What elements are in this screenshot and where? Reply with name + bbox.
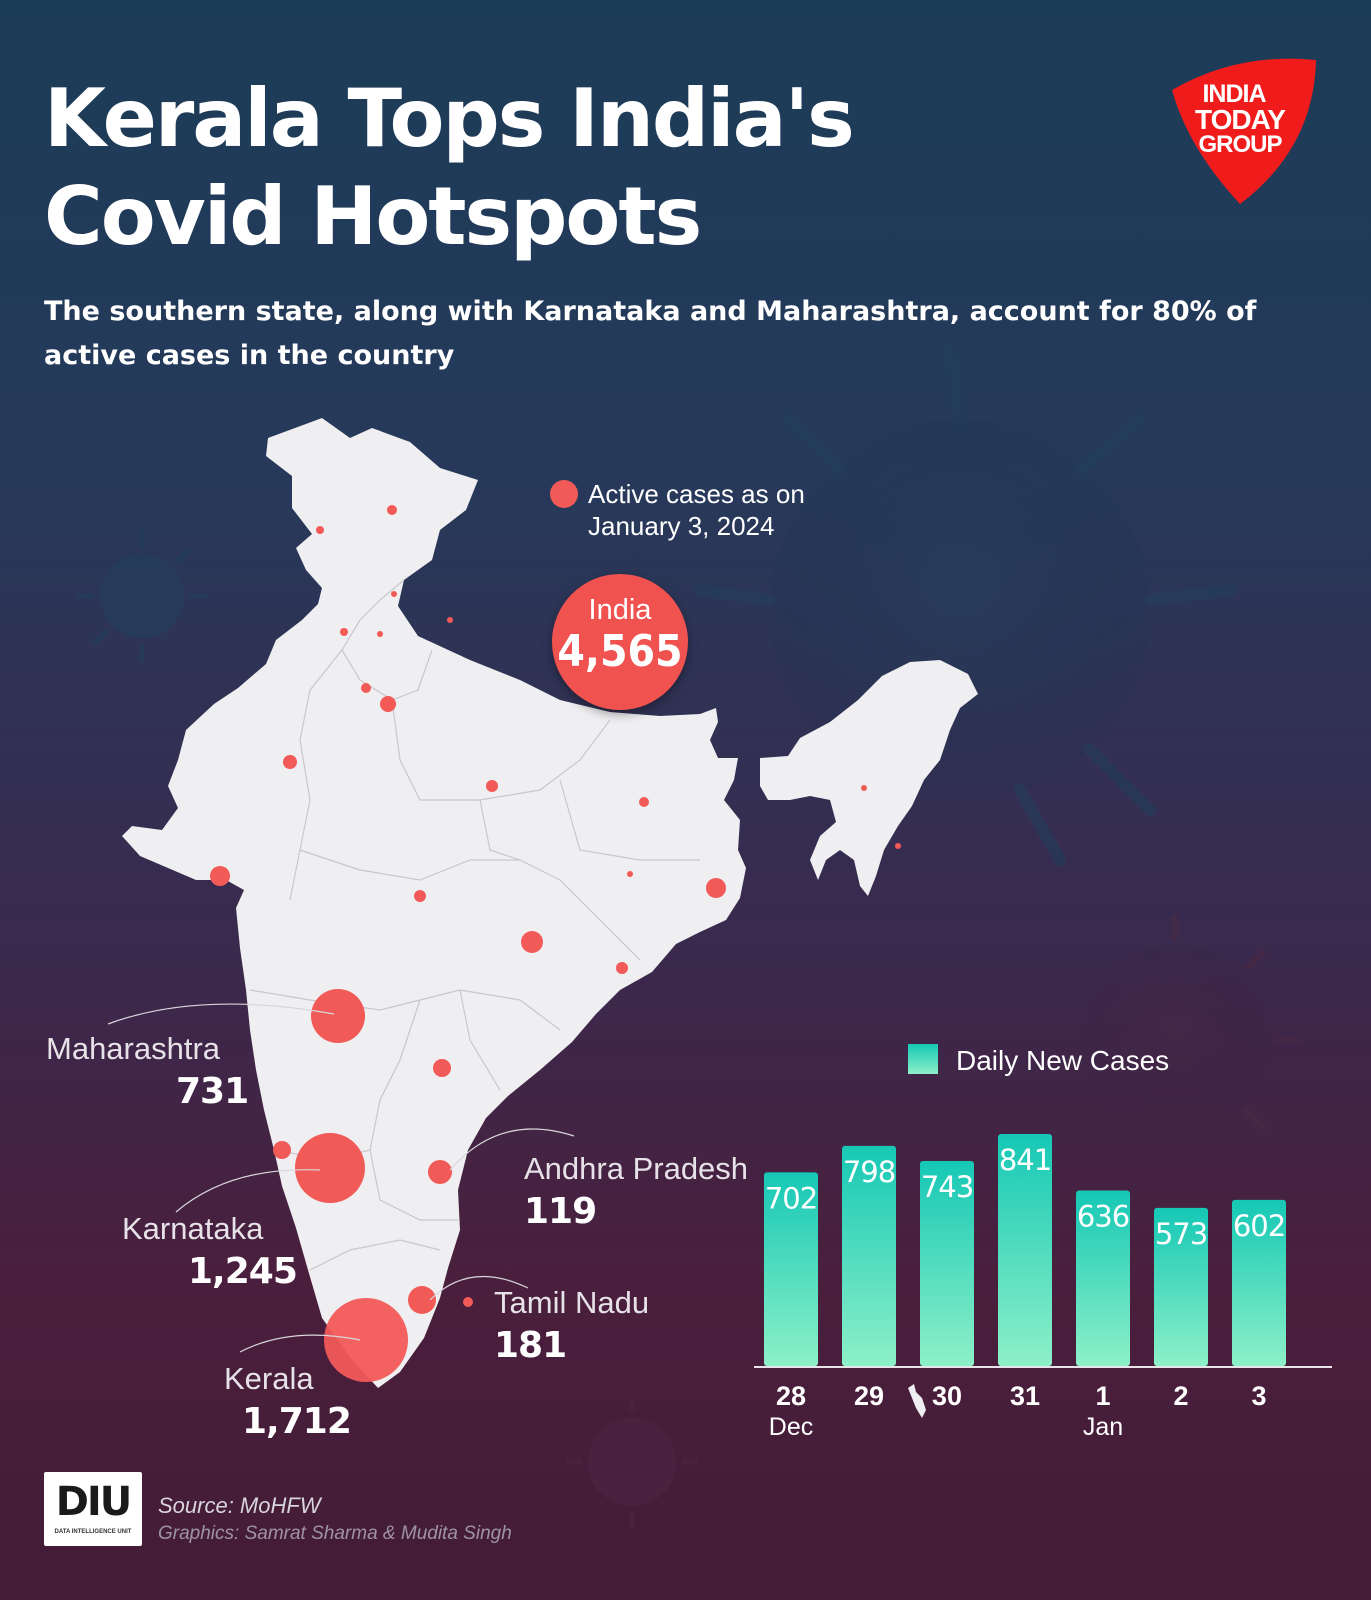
diu-logo-text: DIU <box>55 1479 133 1525</box>
state-label-karnataka: Karnataka <box>122 1211 264 1246</box>
bar-value-label: 743 <box>921 1170 973 1204</box>
x-tick-label: 29 <box>854 1381 884 1411</box>
x-tick-label: 1 <box>1095 1381 1110 1411</box>
bar-29 <box>842 1145 896 1366</box>
state-value-kerala: 1,712 <box>242 1401 352 1442</box>
bubble-state <box>616 962 628 974</box>
state-value-tamil-nadu: 181 <box>494 1325 567 1366</box>
bubble-karnataka <box>295 1133 365 1203</box>
virus-small-left <box>76 530 208 662</box>
bar-31 <box>998 1134 1052 1366</box>
northeast-outline <box>760 660 978 896</box>
bubble-goa <box>273 1141 291 1159</box>
title-line-1: Kerala Tops India's <box>44 72 855 165</box>
bubble-tamil-nadu <box>408 1286 436 1314</box>
chart-legend-swatch <box>908 1044 938 1074</box>
map-bubbles <box>210 505 901 1382</box>
bubble-state <box>639 797 649 807</box>
bar-1 <box>1076 1190 1130 1366</box>
bar-3 <box>1232 1199 1286 1366</box>
x-tick-label: 31 <box>1010 1381 1040 1411</box>
bubble-state <box>706 878 726 898</box>
x-tick-label: 2 <box>1173 1381 1188 1411</box>
bubble-state <box>627 871 633 877</box>
state-label-andhra-pradesh: Andhra Pradesh <box>524 1151 749 1186</box>
state-value-andhra-pradesh: 119 <box>524 1191 597 1232</box>
bar-value-label: 841 <box>999 1143 1051 1177</box>
page-title: Kerala Tops India's Covid Hotspots <box>44 70 1044 266</box>
andaman-islands <box>908 1384 926 1418</box>
bar-30 <box>920 1161 974 1366</box>
leader-lines <box>107 1003 575 1353</box>
x-tick-month-label: Dec <box>769 1413 813 1440</box>
credit-text: Graphics: Samrat Sharma & Mudita Singh <box>158 1523 512 1544</box>
bubble-puducherry <box>463 1297 473 1307</box>
bubble-state <box>486 780 498 792</box>
logo-line-1: INDIA <box>1202 80 1266 108</box>
diu-logo-subtext: DATA INTELLIGENCE UNIT <box>54 1529 132 1535</box>
bubble-state <box>861 785 867 791</box>
bubble-telangana <box>433 1059 451 1077</box>
virus-bottom <box>566 1396 698 1528</box>
state-label-tamil-nadu: Tamil Nadu <box>494 1285 650 1320</box>
bar-value-label: 573 <box>1155 1217 1207 1251</box>
state-label-maharashtra: Maharashtra <box>46 1031 221 1066</box>
bubble-andhra-pradesh <box>428 1160 452 1184</box>
bubble-state <box>895 843 901 849</box>
bar-value-label: 636 <box>1077 1200 1129 1234</box>
bubble-state <box>210 866 230 886</box>
bubble-state <box>414 890 426 902</box>
bubble-state <box>380 696 396 712</box>
bubble-state <box>283 755 297 769</box>
map-legend-text: Active cases as on January 3, 2024 <box>588 479 805 541</box>
india-total-label: India <box>588 594 652 626</box>
source-text: Source: MoHFW <box>158 1493 321 1518</box>
x-tick-label: 28 <box>776 1381 806 1411</box>
bubble-maharashtra <box>311 989 365 1043</box>
state-label-kerala: Kerala <box>224 1361 314 1396</box>
bubble-state <box>391 591 397 597</box>
state-value-karnataka: 1,245 <box>188 1251 298 1292</box>
x-tick-label: 3 <box>1251 1381 1266 1411</box>
title-line-2: Covid Hotspots <box>44 170 702 263</box>
virus-right <box>1080 915 1300 1135</box>
bubble-state <box>361 683 371 693</box>
bubble-state <box>447 617 453 623</box>
logo-line-2: TODAY <box>1195 104 1286 135</box>
india-total-bubble: India 4,565 <box>552 574 688 710</box>
diu-logo: DIU DATA INTELLIGENCE UNIT <box>44 1472 142 1546</box>
india-total-value: 4,565 <box>557 626 683 677</box>
bar-2 <box>1154 1207 1208 1366</box>
bubble-state <box>340 628 348 636</box>
india-today-logo: INDIA TODAY GROUP <box>1172 58 1316 204</box>
bubble-kerala <box>324 1298 408 1382</box>
chart-legend-text: Daily New Cases <box>956 1045 1170 1076</box>
bubble-state <box>521 931 543 953</box>
logo-line-3: GROUP <box>1198 131 1282 158</box>
bubble-state <box>316 526 324 534</box>
bubble-state <box>377 631 383 637</box>
state-value-maharashtra: 731 <box>176 1071 249 1112</box>
bubble-state <box>387 505 397 515</box>
bar-value-label: 702 <box>765 1181 817 1215</box>
bar-28 <box>764 1172 818 1366</box>
x-tick-label: 30 <box>932 1381 962 1411</box>
bar-value-label: 798 <box>843 1155 895 1189</box>
x-tick-month-label: Jan <box>1083 1413 1123 1440</box>
legend-dot <box>550 480 578 508</box>
bar-value-label: 602 <box>1233 1209 1285 1243</box>
page-subtitle: The southern state, along with Karnataka… <box>44 296 1257 371</box>
